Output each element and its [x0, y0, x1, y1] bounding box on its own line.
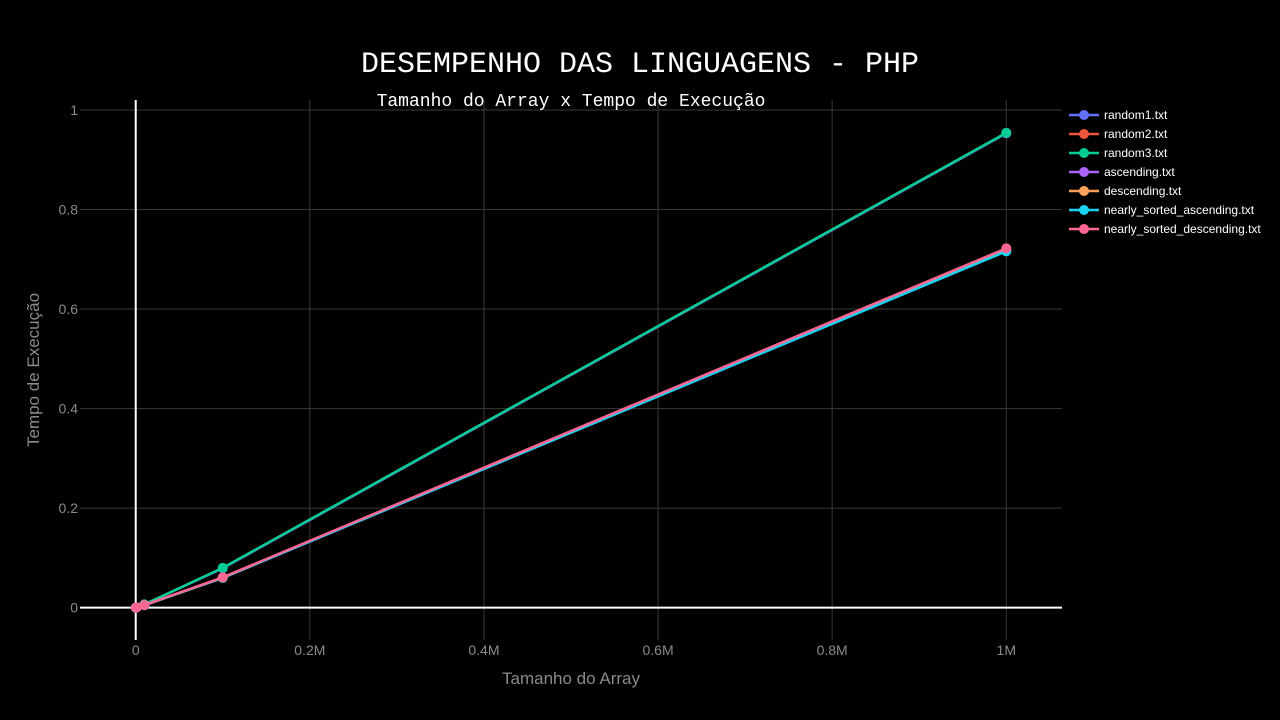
legend-label: nearly_sorted_ascending.txt: [1104, 203, 1255, 217]
legend-item[interactable]: nearly_sorted_ascending.txt: [1069, 203, 1255, 217]
legend-item[interactable]: ascending.txt: [1069, 165, 1175, 179]
tick-labels: 0 0.2M 0.4M 0.6M 0.8M 1M 0 0.2 0.4 0.6 0.8 1: [59, 102, 1016, 658]
legend-marker: [1079, 148, 1089, 158]
y-tick-label: 1: [70, 102, 78, 118]
series-descending-txt: [130, 244, 1012, 613]
x-tick-label: 0.6M: [642, 642, 673, 658]
data-point[interactable]: [131, 602, 142, 613]
legend-marker: [1079, 129, 1089, 139]
x-tick-label: 0.8M: [817, 642, 848, 658]
x-tick-label: 0.2M: [294, 642, 325, 658]
data-point[interactable]: [217, 562, 228, 573]
legend-marker: [1079, 186, 1089, 196]
series-random3-txt: [130, 127, 1012, 613]
data-point[interactable]: [139, 600, 150, 611]
x-axis-title: Tamanho do Array: [502, 669, 640, 688]
legend-label: random3.txt: [1104, 146, 1168, 160]
y-tick-label: 0.2: [59, 500, 79, 516]
legend-marker: [1079, 224, 1089, 234]
series-random1-txt: [130, 128, 1012, 613]
legend-label: ascending.txt: [1104, 165, 1175, 179]
y-axis-title: Tempo de Execução: [24, 293, 43, 447]
y-tick-label: 0.8: [59, 201, 79, 217]
y-tick-label: 0.4: [59, 401, 79, 417]
y-tick-label: 0: [70, 600, 78, 616]
x-tick-label: 0: [132, 642, 140, 658]
y-tick-label: 0.6: [59, 301, 79, 317]
series-random2-txt: [130, 127, 1012, 613]
series-lines: [130, 127, 1012, 613]
series-line: [135, 247, 1007, 609]
legend-marker: [1079, 167, 1089, 177]
series-nearly-sorted-descending-txt: [130, 243, 1012, 613]
series-line: [135, 250, 1007, 609]
legend-item[interactable]: random1.txt: [1069, 108, 1168, 122]
legend-label: descending.txt: [1104, 184, 1182, 198]
x-tick-label: 0.4M: [468, 642, 499, 658]
data-point[interactable]: [1001, 127, 1012, 138]
grid: [80, 100, 1062, 640]
chart-title: DESEMPENHO DAS LINGUAGENS - PHP: [361, 48, 919, 82]
data-point[interactable]: [217, 572, 228, 583]
legend-label: random2.txt: [1104, 127, 1168, 141]
chart-subtitle: Tamanho do Array x Tempo de Execução: [377, 92, 766, 112]
legend-label: random1.txt: [1104, 108, 1168, 122]
axes: [80, 100, 1062, 640]
legend-item[interactable]: random2.txt: [1069, 127, 1168, 141]
legend-item[interactable]: nearly_sorted_descending.txt: [1069, 222, 1261, 236]
legend-label: nearly_sorted_descending.txt: [1104, 222, 1261, 236]
x-tick-label: 1M: [997, 642, 1016, 658]
legend-item[interactable]: random3.txt: [1069, 146, 1168, 160]
legend-item[interactable]: descending.txt: [1069, 184, 1182, 198]
data-point[interactable]: [1001, 243, 1012, 254]
legend-marker: [1079, 205, 1089, 215]
series-line: [135, 131, 1007, 609]
legend[interactable]: random1.txt random2.txt random3.txt ascendi…: [1069, 108, 1261, 236]
legend-marker: [1079, 110, 1089, 120]
